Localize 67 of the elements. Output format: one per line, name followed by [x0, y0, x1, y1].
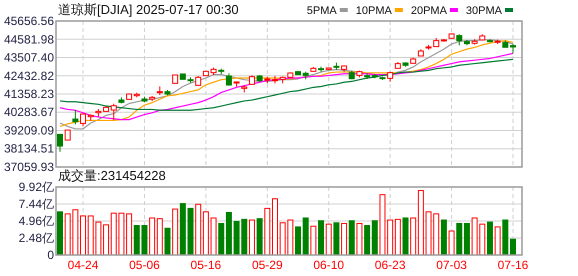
bar — [333, 222, 340, 256]
bar — [172, 208, 178, 256]
x-tick-label: 07-03 — [436, 258, 468, 272]
bar — [486, 222, 493, 256]
y-tick-label: 38134.51 — [4, 142, 54, 156]
candlestick — [248, 74, 255, 85]
chart-title: 道琼斯[DJIA] 2025-07-17 00:30 — [58, 2, 239, 17]
legend-label: 20PMA — [410, 5, 448, 17]
y-tick-label: 0 — [47, 248, 54, 262]
y-tick-label: 40283.67 — [4, 105, 54, 120]
bar — [310, 226, 316, 256]
x-tick-label: 04-24 — [68, 258, 99, 272]
bar — [372, 220, 378, 256]
bar — [410, 217, 416, 256]
candlestick — [64, 130, 71, 141]
bar — [218, 222, 224, 256]
candlestick — [72, 110, 78, 125]
y-tick-label: 9.92亿 — [18, 180, 54, 194]
bar — [440, 220, 447, 256]
candlestick — [195, 76, 202, 86]
candlestick — [226, 72, 232, 86]
legend-label: 30PMA — [466, 5, 503, 17]
bar — [402, 217, 409, 256]
x-tick-label: 05-29 — [252, 258, 283, 272]
bar — [287, 220, 294, 256]
candlestick — [387, 71, 394, 82]
bar — [156, 218, 163, 256]
bar — [364, 225, 370, 256]
x-tick-label: 07-16 — [498, 258, 529, 272]
y-tick-label: 45656.56 — [4, 14, 54, 28]
line-series — [59, 58, 514, 111]
bar — [479, 224, 486, 256]
y-tick-label: 4.96亿 — [18, 214, 54, 228]
candlestick — [456, 34, 462, 46]
bar — [318, 220, 324, 256]
legend-label: 5PMA — [306, 5, 338, 17]
bar — [472, 217, 478, 256]
candlestick — [57, 134, 63, 152]
bar — [248, 220, 255, 256]
legend-label: 10PMA — [356, 5, 392, 17]
y-tick-label: 44581.98 — [4, 32, 54, 46]
y-tick-label: 2.48亿 — [18, 231, 54, 245]
y-tick-label: 7.44亿 — [18, 197, 54, 211]
chart-title: 成交量:231454228 — [58, 168, 166, 183]
bar — [394, 218, 401, 256]
bar — [256, 218, 263, 256]
y-tick-label: 43507.40 — [4, 50, 54, 64]
bar — [494, 226, 501, 256]
bar — [164, 228, 170, 256]
x-tick-label: 05-06 — [129, 258, 160, 272]
y-tick-label: 41358.23 — [4, 87, 54, 101]
bar — [195, 204, 202, 256]
y-tick-label: 39209.09 — [4, 124, 54, 138]
x-tick-label: 05-16 — [190, 258, 222, 272]
bar — [64, 213, 71, 256]
bar — [241, 218, 248, 256]
bar — [348, 220, 355, 256]
bar — [326, 224, 332, 256]
y-tick-label: 37059.93 — [4, 160, 54, 174]
x-tick-label: 06-23 — [374, 258, 406, 272]
bar — [341, 222, 348, 256]
bar — [149, 217, 156, 256]
x-tick-label: 06-10 — [313, 258, 344, 272]
y-tick-label: 42432.82 — [4, 68, 54, 83]
bar — [57, 211, 63, 256]
bar — [448, 230, 455, 256]
bar — [356, 222, 362, 256]
